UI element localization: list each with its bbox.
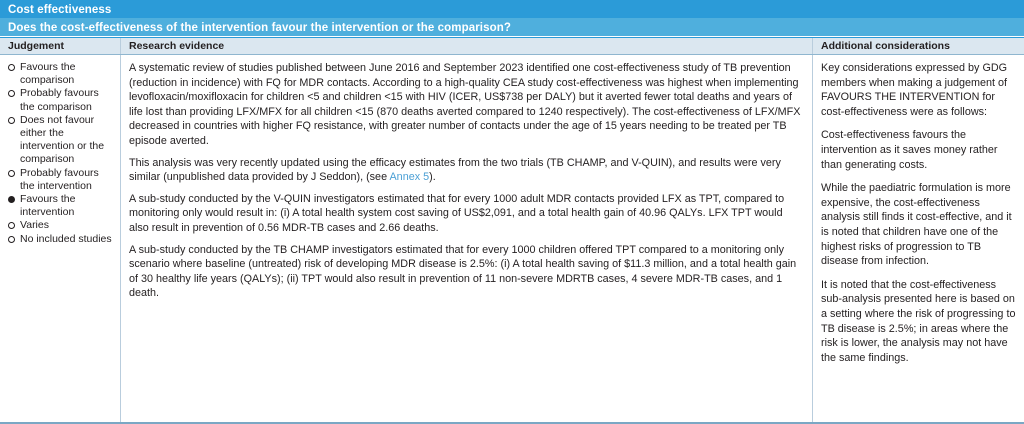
evidence-paragraph: A sub-study conducted by the TB CHAMP in… bbox=[129, 243, 797, 300]
judgement-option[interactable]: Probably favours the intervention bbox=[8, 167, 112, 193]
radio-unselected-icon[interactable] bbox=[8, 116, 15, 124]
judgement-option-label: Favours the intervention bbox=[20, 193, 76, 219]
table-body-row: Favours the comparison Probably favours t… bbox=[0, 55, 1024, 422]
radio-selected-icon[interactable] bbox=[8, 196, 15, 204]
evidence-paragraph: A systematic review of studies published… bbox=[129, 62, 801, 147]
judgement-option[interactable]: Does not favour either the intervention … bbox=[8, 114, 112, 167]
judgement-option-label: No included studies bbox=[20, 232, 112, 245]
additional-considerations-cell: Key considerations expressed by GDG memb… bbox=[812, 55, 1024, 422]
judgement-option[interactable]: Favours the intervention bbox=[8, 193, 112, 219]
radio-unselected-icon[interactable] bbox=[8, 169, 15, 177]
judgement-option[interactable]: No included studies bbox=[8, 233, 112, 246]
judgement-option-label: Probably favours the comparison bbox=[20, 87, 99, 113]
additional-consideration-paragraph: Cost-effectiveness favours the intervent… bbox=[821, 129, 998, 171]
column-header-additional-considerations: Additional considerations bbox=[812, 38, 1024, 54]
column-header-research-evidence: Research evidence bbox=[120, 38, 812, 54]
judgement-option-label: Varies bbox=[20, 219, 49, 232]
annex-paragraph-text-after: ). bbox=[429, 171, 436, 184]
domain-title-bar: Cost effectiveness bbox=[0, 0, 1024, 18]
evidence-paragraph: A sub-study conducted by the V-QUIN inve… bbox=[129, 192, 785, 234]
radio-unselected-icon[interactable] bbox=[8, 235, 15, 243]
radio-unselected-icon[interactable] bbox=[8, 64, 15, 71]
research-evidence-cell: A systematic review of studies published… bbox=[120, 55, 812, 422]
judgement-option-label: Does not favour either the intervention … bbox=[20, 113, 105, 166]
annex-5-link[interactable]: Annex 5 bbox=[389, 171, 430, 184]
judgement-option-label: Favours the comparison bbox=[20, 61, 76, 87]
question-bar: Does the cost-effectiveness of the inter… bbox=[0, 18, 1024, 37]
evidence-paragraph-with-annex-link: This analysis was very recently updated … bbox=[129, 156, 804, 185]
column-header-row: Judgement Research evidence Additional c… bbox=[0, 37, 1024, 55]
radio-unselected-icon[interactable] bbox=[8, 90, 15, 98]
judgement-option-label: Probably favours the intervention bbox=[20, 166, 99, 192]
additional-consideration-paragraph: It is noted that the cost-effectiveness … bbox=[821, 278, 1016, 364]
column-header-judgement: Judgement bbox=[8, 40, 65, 52]
judgement-option[interactable]: Probably favours the comparison bbox=[8, 87, 112, 113]
judgement-option[interactable]: Varies bbox=[8, 219, 112, 232]
additional-consideration-paragraph: Key considerations expressed by GDG memb… bbox=[821, 62, 1008, 118]
radio-unselected-icon[interactable] bbox=[8, 222, 15, 230]
additional-consideration-paragraph: While the paediatric formulation is more… bbox=[821, 182, 1012, 268]
annex-paragraph-text-before: This analysis was very recently updated … bbox=[129, 156, 781, 184]
judgement-cell: Favours the comparison Probably favours t… bbox=[0, 55, 120, 422]
judgement-option[interactable]: Favours the comparison bbox=[8, 61, 112, 87]
